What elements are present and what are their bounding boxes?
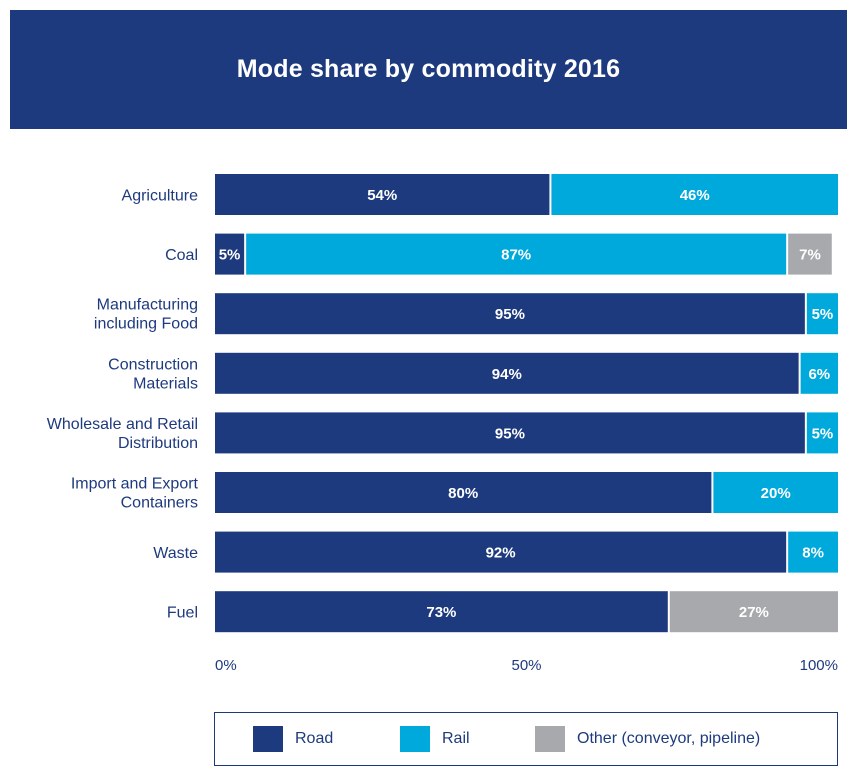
category-label-line: Waste bbox=[153, 545, 198, 562]
category-label-line: Import and Export bbox=[71, 476, 199, 493]
bar-rail bbox=[806, 293, 838, 335]
category-label: Agriculture bbox=[122, 188, 199, 205]
bar-value-label: 80% bbox=[448, 485, 478, 502]
chart-header: Mode share by commodity 2016 bbox=[10, 10, 847, 129]
legend-label-rail: Rail bbox=[442, 730, 470, 747]
chart-title: Mode share by commodity 2016 bbox=[236, 55, 621, 83]
bar-value-label: 92% bbox=[486, 545, 516, 562]
x-tick-label: 0% bbox=[215, 657, 237, 674]
bar-rail bbox=[551, 174, 838, 215]
legend-label-road: Road bbox=[295, 730, 334, 747]
legend-item-other: Other (conveyor, pipeline) bbox=[535, 726, 760, 752]
bar-road bbox=[215, 233, 245, 275]
x-tick-label: 50% bbox=[511, 657, 541, 674]
bar-value-label: 6% bbox=[808, 366, 830, 383]
bar-value-label: 95% bbox=[495, 306, 525, 323]
bar-road bbox=[215, 352, 799, 394]
bar-other bbox=[669, 591, 838, 633]
legend-item-road: Road bbox=[253, 726, 333, 752]
bar-road bbox=[215, 531, 787, 573]
bar-value-label: 27% bbox=[739, 604, 769, 621]
bar-value-label: 46% bbox=[680, 187, 710, 204]
legend-swatch-other bbox=[535, 726, 565, 752]
bar-road bbox=[215, 472, 712, 513]
category-label: Wholesale and Retail Distribution bbox=[47, 416, 198, 452]
category-label-line: Construction bbox=[108, 356, 198, 373]
category-label-line: Wholesale and Retail bbox=[47, 416, 198, 433]
bar-value-label: 95% bbox=[495, 425, 525, 442]
category-label: Waste bbox=[153, 545, 198, 562]
category-label-line: Manufacturing bbox=[97, 297, 198, 314]
legend-label-other: Other (conveyor, pipeline) bbox=[577, 730, 761, 747]
bar-rail bbox=[800, 352, 838, 394]
category-label-line: including Food bbox=[94, 316, 198, 333]
bar-road bbox=[215, 591, 668, 633]
bar-value-label: 20% bbox=[761, 485, 791, 502]
legend-swatch-rail bbox=[400, 726, 430, 752]
category-label-line: Containers bbox=[121, 495, 198, 512]
bar-value-label: 5% bbox=[812, 306, 834, 323]
category-label: Import and Export Containers bbox=[71, 476, 199, 512]
category-label: Construction Materials bbox=[108, 356, 198, 392]
category-label: Manufacturing including Food bbox=[94, 297, 198, 333]
category-label: Fuel bbox=[167, 605, 198, 622]
bar-value-label: 5% bbox=[219, 247, 241, 264]
bar-rail bbox=[246, 233, 787, 275]
x-tick-label: 100% bbox=[800, 657, 838, 674]
category-label-line: Materials bbox=[133, 375, 198, 392]
category-label: Coal bbox=[165, 247, 198, 264]
bar-value-label: 5% bbox=[812, 425, 834, 442]
bar-chart: Agriculture 54% 46% Coal 5% 87% 7% Manufacturin… bbox=[47, 174, 838, 674]
bar-rail bbox=[788, 531, 838, 573]
legend-swatch-road bbox=[253, 726, 283, 752]
bar-value-label: 73% bbox=[426, 604, 456, 621]
bar-road bbox=[215, 174, 550, 215]
bar-road bbox=[215, 412, 805, 454]
legend: Road Rail Other (conveyor, pipeline) bbox=[214, 712, 838, 766]
bar-other bbox=[788, 233, 832, 275]
bar-value-label: 87% bbox=[501, 247, 531, 264]
bar-value-label: 94% bbox=[492, 366, 522, 383]
bar-value-label: 54% bbox=[367, 187, 397, 204]
bar-value-label: 7% bbox=[799, 247, 821, 264]
bar-road bbox=[215, 293, 805, 335]
category-label-line: Distribution bbox=[118, 435, 198, 452]
legend-item-rail: Rail bbox=[400, 726, 470, 752]
bar-rail bbox=[713, 472, 838, 513]
category-label-line: Fuel bbox=[167, 605, 198, 622]
bar-value-label: 8% bbox=[802, 545, 824, 562]
bar-rail bbox=[806, 412, 838, 454]
category-label-line: Coal bbox=[165, 247, 198, 264]
category-label-line: Agriculture bbox=[122, 188, 199, 205]
